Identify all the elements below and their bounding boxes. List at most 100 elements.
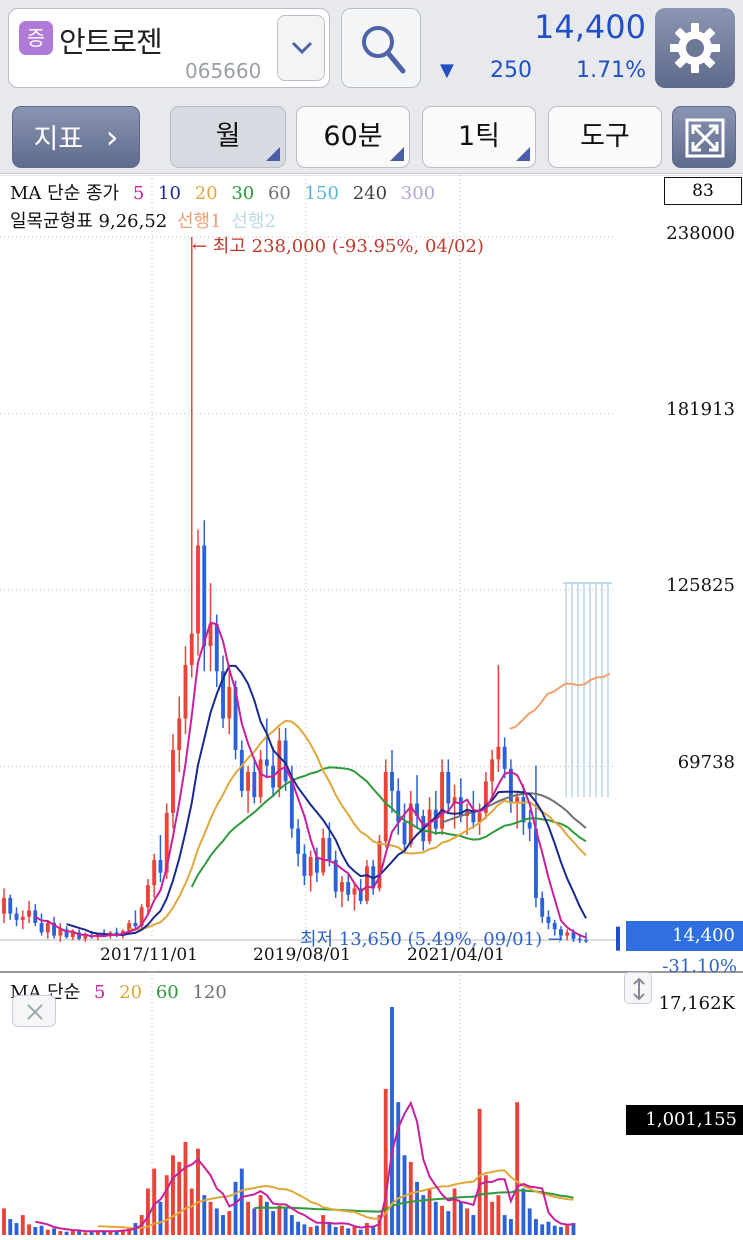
search-button[interactable] <box>341 8 421 88</box>
candle-body <box>483 781 488 813</box>
volume-bar <box>271 1211 276 1235</box>
vol-ma5-legend: 5 <box>94 982 106 1003</box>
volume-bar <box>64 1231 69 1235</box>
settings-button[interactable] <box>655 8 735 88</box>
candle-body <box>52 923 57 936</box>
ichimoku-span1-line <box>509 672 611 730</box>
volume-bar <box>421 1195 426 1235</box>
close-volume-button[interactable] <box>12 995 56 1027</box>
candle-body <box>133 923 138 927</box>
candle-body <box>158 860 163 873</box>
volume-bar <box>390 1007 394 1235</box>
current-rate-tag: -31.10% <box>662 956 737 977</box>
candle-body <box>152 860 157 886</box>
ma5-line <box>34 621 587 939</box>
period-month-button[interactable]: 월 <box>170 106 286 168</box>
ma240-legend: 240 <box>352 183 388 204</box>
volume-bar <box>458 1201 463 1235</box>
market-badge: 증 <box>19 21 53 55</box>
volume-bar <box>283 1208 288 1235</box>
candle-body <box>283 740 288 782</box>
volume-bar <box>452 1188 457 1235</box>
dropdown-corner-icon <box>266 147 280 161</box>
volume-bar <box>383 1088 388 1235</box>
candle-body <box>552 923 557 930</box>
candle-body <box>20 916 25 920</box>
chart-canvas[interactable] <box>0 175 743 1240</box>
close-icon <box>27 1004 43 1020</box>
tools-label: 도구 <box>580 121 630 152</box>
price-change-rate: 1.71% <box>576 58 646 83</box>
ma10-legend: 10 <box>158 183 181 204</box>
ma60-legend: 60 <box>267 183 291 204</box>
volume-bar <box>39 1225 44 1235</box>
volume-bar <box>546 1221 551 1235</box>
volume-bar <box>440 1205 445 1235</box>
volume-bar <box>77 1231 82 1235</box>
candle-body <box>27 910 31 917</box>
candle-body <box>70 932 75 938</box>
candle-body <box>490 759 495 782</box>
chevron-right-icon: › <box>105 118 119 156</box>
volume-bar <box>552 1225 557 1235</box>
volume-bar <box>327 1223 332 1235</box>
candle-body <box>183 664 188 719</box>
candle-body <box>458 797 463 817</box>
price-ma-legend[interactable]: MA 단순 종가 5 10 20 30 60 150 240 300 <box>10 179 443 205</box>
candle-body <box>559 929 563 936</box>
candle-body <box>233 687 238 750</box>
candle-body <box>527 822 532 829</box>
stock-dropdown-button[interactable] <box>277 15 325 81</box>
volume-bar <box>571 1223 576 1235</box>
volume-bar <box>52 1228 57 1235</box>
volume-bar <box>490 1201 495 1235</box>
volume-bar <box>27 1224 31 1235</box>
candle-body <box>339 882 344 892</box>
volume-bar <box>339 1225 344 1235</box>
volume-bar <box>358 1229 363 1235</box>
stock-selector[interactable]: 증 안트로젠 065660 <box>8 8 330 88</box>
volume-bar <box>20 1215 25 1235</box>
volume-bar <box>83 1232 88 1235</box>
volume-bar <box>233 1181 238 1235</box>
ichimoku-legend[interactable]: 일목균형표 9,26,52 선행1 선행2 <box>10 207 284 233</box>
y-tick-label: 238000 <box>666 223 735 244</box>
volume-bar <box>45 1229 50 1235</box>
candle-body <box>508 768 513 804</box>
resize-icon <box>633 977 645 1001</box>
period-60min-button[interactable]: 60분 <box>296 106 410 168</box>
candle-body <box>565 932 570 936</box>
candle-body <box>415 803 419 817</box>
dropdown-corner-icon <box>390 147 404 161</box>
candle-body <box>171 749 175 813</box>
candle-body <box>402 822 407 845</box>
volume-bar <box>559 1227 563 1235</box>
vol-ma60-legend: 60 <box>155 982 179 1003</box>
ichimoku-label: 일목균형표 9,26,52 <box>10 211 168 232</box>
candle-body <box>533 828 538 898</box>
tools-button[interactable]: 도구 <box>548 106 662 168</box>
indicator-button[interactable]: 지표 › <box>12 106 140 168</box>
search-icon <box>362 26 406 74</box>
resize-panel-button[interactable] <box>624 972 652 1004</box>
volume-bar <box>252 1208 257 1235</box>
ma20-legend: 20 <box>194 183 218 204</box>
expand-button[interactable] <box>672 106 736 168</box>
volume-bar <box>127 1227 132 1235</box>
volume-bar <box>352 1227 357 1235</box>
candle-body <box>515 797 520 804</box>
stock-chart[interactable]: MA 단순 종가 5 10 20 30 60 150 240 300 일목균형표… <box>0 175 743 1240</box>
candle-body <box>39 923 44 933</box>
candle-body <box>177 718 182 750</box>
volume-bar <box>346 1228 351 1235</box>
candle-body <box>277 740 282 788</box>
volume-bar <box>183 1142 188 1235</box>
vol-ma60-line <box>254 1189 574 1213</box>
ma5-legend: 5 <box>132 183 145 204</box>
candle-body <box>246 771 251 791</box>
volume-bar <box>371 1225 376 1235</box>
volume-bar <box>540 1224 545 1235</box>
period-tick-button[interactable]: 1틱 <box>422 106 536 168</box>
candle-body <box>264 759 269 766</box>
candle-body <box>64 929 69 938</box>
